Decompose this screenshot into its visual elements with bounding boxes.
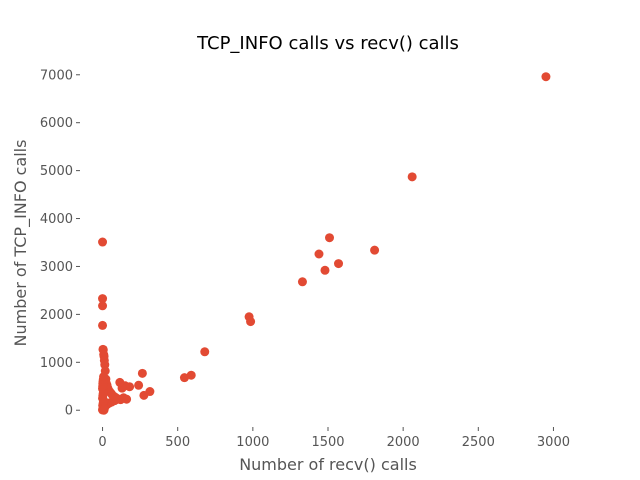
data-point <box>200 347 210 357</box>
x-axis-ticks: 0 500 1000 1500 2000 2500 3000 <box>98 427 570 450</box>
data-point <box>99 404 109 414</box>
data-point <box>320 265 330 275</box>
data-point <box>137 368 147 378</box>
x-tick-label: 2000 <box>387 435 420 450</box>
data-point <box>186 370 196 380</box>
y-axis-label: Number of TCP_INFO calls <box>11 140 31 347</box>
x-tick-label: 500 <box>165 435 190 450</box>
data-point <box>115 377 125 387</box>
data-point <box>98 320 108 330</box>
y-tick-label: 3000 <box>40 260 73 275</box>
y-tick-label: 7000 <box>40 68 73 83</box>
y-tick-label: 2000 <box>40 308 73 323</box>
x-axis-label: Number of recv() calls <box>239 455 417 474</box>
data-point <box>98 294 108 304</box>
chart-title: TCP_INFO calls vs recv() calls <box>196 33 459 54</box>
data-point <box>325 233 335 243</box>
data-point <box>407 172 417 182</box>
data-point <box>370 245 380 255</box>
data-point <box>297 277 307 287</box>
x-tick-label: 3000 <box>537 435 570 450</box>
x-tick-label: 1000 <box>236 435 269 450</box>
data-point <box>134 380 144 390</box>
data-point <box>179 373 189 383</box>
data-point <box>139 390 149 400</box>
data-point <box>334 259 344 269</box>
y-tick-label: 0 <box>65 404 73 419</box>
data-point <box>99 372 109 382</box>
y-tick-label: 6000 <box>40 116 73 131</box>
data-point <box>98 301 108 311</box>
y-tick-label: 1000 <box>40 356 73 371</box>
x-tick-label: 2500 <box>462 435 495 450</box>
x-tick-label: 1500 <box>311 435 344 450</box>
data-point <box>541 72 551 82</box>
data-point <box>98 237 108 247</box>
data-point <box>122 394 132 404</box>
y-axis-ticks: 0 1000 2000 3000 4000 5000 6000 7000 <box>40 68 80 419</box>
x-tick-label: 0 <box>98 435 106 450</box>
y-tick-label: 5000 <box>40 164 73 179</box>
data-point <box>314 249 324 259</box>
data-point <box>246 317 256 327</box>
scatter-points <box>98 72 551 415</box>
y-tick-label: 4000 <box>40 212 73 227</box>
